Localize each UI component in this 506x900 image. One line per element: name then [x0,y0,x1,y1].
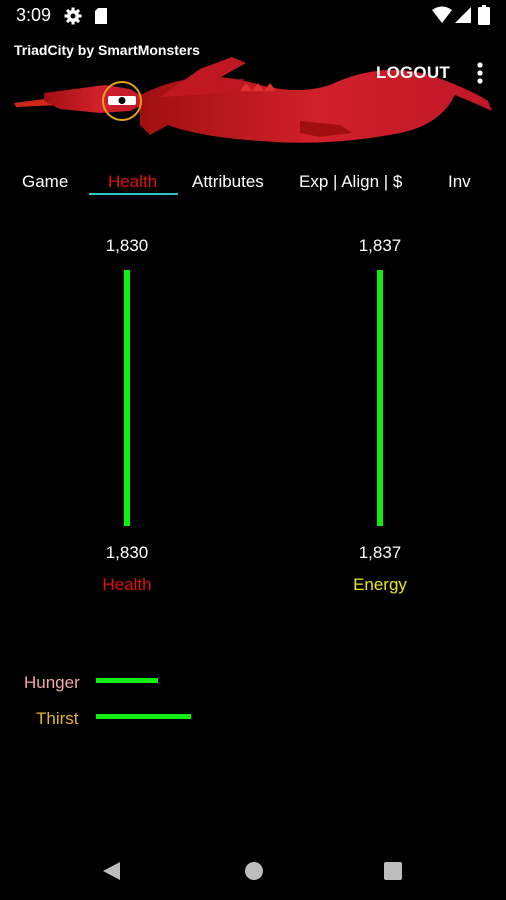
signal-icon [455,7,471,23]
thirst-label: Thirst [36,709,79,728]
recents-icon[interactable] [383,861,403,881]
thirst-meter-fill [96,714,192,719]
app-title: TriadCity by SmartMonsters [14,42,200,58]
more-vert-icon[interactable] [468,60,492,86]
battery-icon [478,5,490,25]
dragon-logo [14,57,492,143]
status-time: 3:09 [16,5,52,25]
logout-button[interactable]: LOGOUT [376,63,450,82]
back-icon[interactable] [100,860,122,882]
thirst-meter [96,714,236,719]
energy-gauge-fill [377,270,383,526]
health-gauge-fill [124,270,130,526]
tab-attributes[interactable]: Attributes [192,172,264,191]
tab-bar: Game Health Attributes Exp | Align | $ I… [0,168,506,198]
health-gauge [124,270,130,526]
energy-gauge [377,270,383,526]
hunger-meter [96,678,236,683]
active-tab-indicator [89,193,178,195]
home-icon[interactable] [243,860,265,882]
wifi-icon [432,6,452,23]
health-current-value: 1,830 [105,543,149,562]
tab-inv[interactable]: Inv [448,172,471,191]
energy-current-value: 1,837 [358,543,402,562]
status-bar: 3:09 [0,0,506,32]
gear-icon [64,7,82,25]
tab-exp-align-money[interactable]: Exp | Align | $ [299,172,403,191]
tab-game[interactable]: Game [22,172,69,191]
hunger-meter-fill [96,678,158,683]
sd-card-icon [95,8,107,24]
health-label: Health [102,575,152,594]
tab-health[interactable]: Health [108,172,158,191]
health-max-value: 1,830 [105,236,149,255]
navigation-bar [0,840,506,900]
energy-label: Energy [353,575,407,594]
hunger-label: Hunger [24,673,80,692]
energy-max-value: 1,837 [358,236,402,255]
